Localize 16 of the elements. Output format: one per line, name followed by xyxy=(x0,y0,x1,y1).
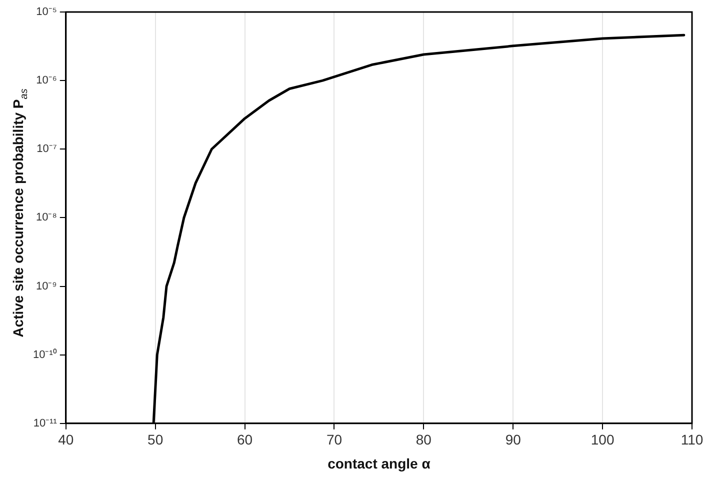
y-tick-label: 10⁻⁷ xyxy=(36,143,57,156)
x-tick-label: 100 xyxy=(590,432,614,448)
x-tick-label: 80 xyxy=(416,432,432,448)
x-axis-title: contact angle α xyxy=(328,455,431,472)
y-tick-label: 10⁻⁸ xyxy=(36,212,57,224)
y-tick-label: 10⁻¹¹ xyxy=(33,417,58,430)
y-tick-label: 10⁻⁹ xyxy=(36,280,57,292)
x-tick-label: 60 xyxy=(236,432,253,448)
y-tick-label: 10⁻⁶ xyxy=(36,74,57,87)
x-tick-label: 50 xyxy=(148,432,164,448)
x-tick-label: 90 xyxy=(505,432,522,448)
x-tick-label: 70 xyxy=(326,432,342,448)
y-tick-label: 10⁻⁵ xyxy=(36,6,57,18)
x-tick-label: 110 xyxy=(680,432,704,448)
x-tick-label: 40 xyxy=(58,432,74,448)
y-tick-label: 10⁻¹⁰ xyxy=(32,348,57,361)
